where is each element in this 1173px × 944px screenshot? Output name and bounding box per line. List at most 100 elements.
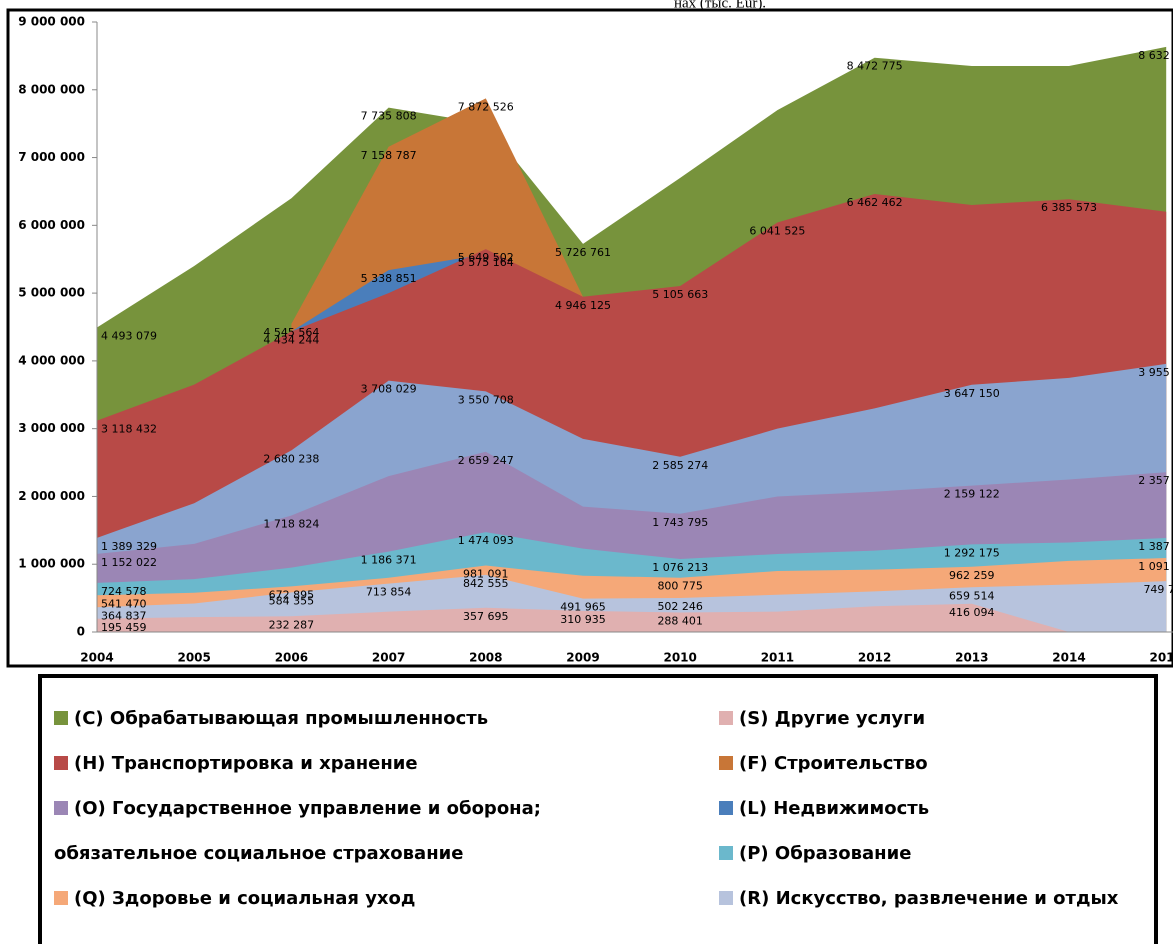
y-tick-label: 3 000 000 — [18, 421, 85, 435]
value-label: 541 470 — [101, 597, 147, 610]
value-label: 491 965 — [560, 601, 606, 614]
value-label: 1 091 540 — [1138, 560, 1173, 573]
y-tick-label: 7 000 000 — [18, 150, 85, 164]
value-label: 1 718 824 — [263, 518, 319, 531]
value-label: 2 680 238 — [263, 452, 319, 465]
value-label: 7 158 787 — [361, 149, 417, 162]
value-label: 672 895 — [269, 588, 315, 601]
x-tick-label: 2010 — [663, 651, 696, 665]
value-label: 1 186 371 — [361, 554, 417, 567]
y-tick-label: 2 000 000 — [18, 489, 85, 503]
value-label: 6 385 573 — [1041, 201, 1097, 214]
value-label: 4 434 244 — [263, 333, 319, 346]
chart-title: нах (тыс. Eur). — [674, 0, 766, 11]
legend-item: (H) Транспортировка и хранение — [54, 741, 418, 786]
legend-label: (R) Искусство, развлечение и отдых — [739, 888, 1119, 909]
value-label: 2 357 832 — [1138, 474, 1173, 487]
value-label: 8 472 775 — [847, 60, 903, 73]
x-tick-label: 2013 — [955, 651, 988, 665]
x-tick-label: 2005 — [177, 651, 210, 665]
legend-label: (Q) Здоровье и социальная уход — [74, 888, 416, 909]
value-label: 1 389 329 — [101, 540, 157, 553]
legend-label: (C) Обрабатывающая промышленность — [74, 708, 489, 729]
value-label: 1 743 795 — [652, 516, 708, 529]
legend-swatch — [719, 846, 733, 860]
value-label: 800 775 — [657, 580, 703, 593]
legend-item: (Q) Здоровье и социальная уход — [54, 876, 415, 921]
value-label: 842 555 — [463, 577, 509, 590]
legend-item: (S) Другие услуги — [719, 696, 925, 741]
value-label: 1 474 093 — [458, 534, 514, 547]
y-tick-label: 1 000 000 — [18, 557, 85, 571]
legend: (C) Обрабатывающая промышленность (F) Стр… — [38, 674, 1158, 944]
legend-item: (R) Искусство, развлечение и отдых — [719, 876, 1118, 921]
x-tick-label: 2015 — [1149, 651, 1173, 665]
y-tick-label: 9 000 000 — [18, 15, 85, 29]
x-tick-label: 2004 — [80, 651, 113, 665]
value-label: 1 152 022 — [101, 556, 157, 569]
legend-item: (F) Строительство — [719, 741, 928, 786]
value-label: 6 041 525 — [749, 225, 805, 238]
value-label: 195 459 — [101, 621, 147, 634]
value-label: 4 946 125 — [555, 299, 611, 312]
x-tick-label: 2006 — [275, 651, 308, 665]
value-label: 502 246 — [657, 600, 703, 613]
value-label: 713 854 — [366, 586, 412, 599]
legend-swatch — [54, 891, 68, 905]
value-label: 7 872 526 — [458, 100, 514, 113]
value-label: 3 955 218 — [1138, 366, 1173, 379]
legend-label: (O) Государственное управление и оборона… — [54, 798, 541, 864]
chart-frame — [6, 8, 1173, 668]
y-tick-label: 6 000 000 — [18, 218, 85, 232]
value-label: 357 695 — [463, 610, 509, 623]
legend-label: (F) Строительство — [739, 753, 928, 774]
x-tick-label: 2007 — [372, 651, 405, 665]
value-label: 5 338 851 — [361, 272, 417, 285]
value-label: 5 105 663 — [652, 288, 708, 301]
x-tick-label: 2009 — [566, 651, 599, 665]
y-tick-label: 5 000 000 — [18, 286, 85, 300]
legend-label: (P) Образование — [739, 843, 912, 864]
legend-label: (L) Недвижимость — [739, 798, 930, 819]
legend-item: (C) Обрабатывающая промышленность — [54, 696, 488, 741]
value-label: 5 649 502 — [458, 251, 514, 264]
legend-swatch — [54, 801, 68, 815]
value-label: 288 401 — [657, 614, 703, 627]
x-tick-label: 2012 — [858, 651, 891, 665]
value-label: 1 076 213 — [652, 561, 708, 574]
legend-label: (S) Другие услуги — [739, 708, 926, 729]
legend-item: (P) Образование — [719, 831, 911, 876]
y-tick-label: 0 — [77, 625, 85, 639]
value-label: 5 575 164 — [458, 256, 514, 269]
x-tick-label: 2008 — [469, 651, 502, 665]
value-label: 2 659 247 — [458, 454, 514, 467]
value-label: 7 735 808 — [361, 110, 417, 123]
value-label: 584 355 — [269, 594, 315, 607]
legend-swatch — [719, 891, 733, 905]
value-label: 4 493 079 — [101, 329, 157, 342]
legend-item: (O) Государственное управление и оборона… — [54, 786, 614, 876]
value-label: 1 292 175 — [944, 546, 1000, 559]
legend-item: (L) Недвижимость — [719, 786, 929, 831]
chart: нах (тыс. Eur). 4 493 079 7 735 808 5 726 … — [6, 0, 1173, 668]
value-label: 416 094 — [949, 606, 995, 619]
x-tick-label: 2014 — [1052, 651, 1085, 665]
legend-swatch — [719, 801, 733, 815]
value-label: 962 259 — [949, 569, 995, 582]
y-tick-label: 8 000 000 — [18, 82, 85, 96]
x-tick-label: 2011 — [761, 651, 794, 665]
value-label: 2 585 274 — [652, 459, 708, 472]
value-label: 724 578 — [101, 585, 147, 598]
legend-swatch — [719, 756, 733, 770]
legend-swatch — [719, 711, 733, 725]
legend-label: (H) Транспортировка и хранение — [74, 753, 418, 774]
value-label: 749 795 — [1143, 583, 1173, 596]
value-label: 8 632 261 — [1138, 49, 1173, 62]
value-label: 4 545 564 — [263, 326, 319, 339]
value-label: 981 091 — [463, 568, 509, 581]
value-label: 5 726 761 — [555, 246, 611, 259]
value-label: 6 462 462 — [847, 196, 903, 209]
value-label: 3 708 029 — [361, 383, 417, 396]
y-tick-label: 4 000 000 — [18, 353, 85, 367]
